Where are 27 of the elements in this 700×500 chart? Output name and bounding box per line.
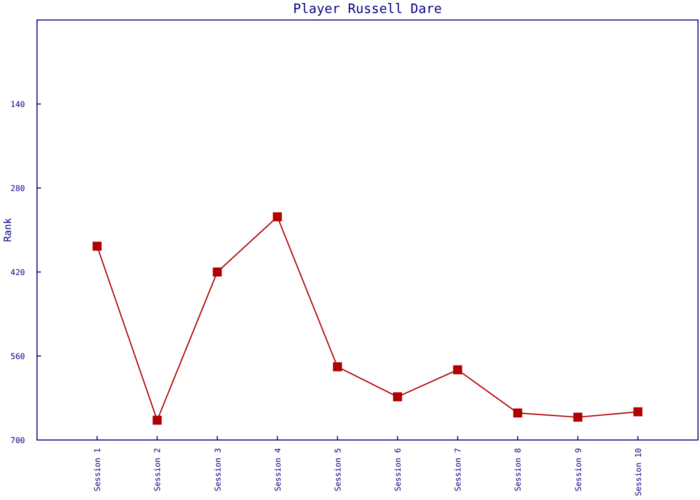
x-tick-label: Session 6 <box>394 448 403 492</box>
x-tick-label: Session 3 <box>213 448 222 492</box>
y-tick-label: 420 <box>10 268 26 277</box>
point <box>453 365 462 374</box>
x-tick-label: Session 9 <box>574 448 583 492</box>
x-tick-label: Session 5 <box>333 448 342 492</box>
point <box>513 408 522 418</box>
y-axis-title: Rank <box>3 218 14 242</box>
point <box>332 362 342 372</box>
chart-title: Player Russell Dare <box>293 2 442 17</box>
y-tick-label: 700 <box>10 436 26 445</box>
point <box>92 242 102 251</box>
x-tick-label: Session 4 <box>273 448 282 492</box>
point <box>212 268 222 276</box>
point <box>393 392 402 402</box>
y-tick-label: 560 <box>10 352 26 361</box>
point <box>573 412 582 422</box>
x-tick-label: Session 8 <box>514 448 523 492</box>
point <box>152 416 162 425</box>
x-tick-label: Session 1 <box>93 448 102 492</box>
x-tick-label: Session 2 <box>153 448 162 492</box>
point <box>633 407 642 416</box>
x-tick-label: Session 7 <box>454 448 463 492</box>
y-tick-label: 280 <box>10 184 26 193</box>
point <box>272 212 282 222</box>
y-tick-label: 140 <box>10 100 26 109</box>
x-tick-label: Session 10 <box>634 448 643 496</box>
